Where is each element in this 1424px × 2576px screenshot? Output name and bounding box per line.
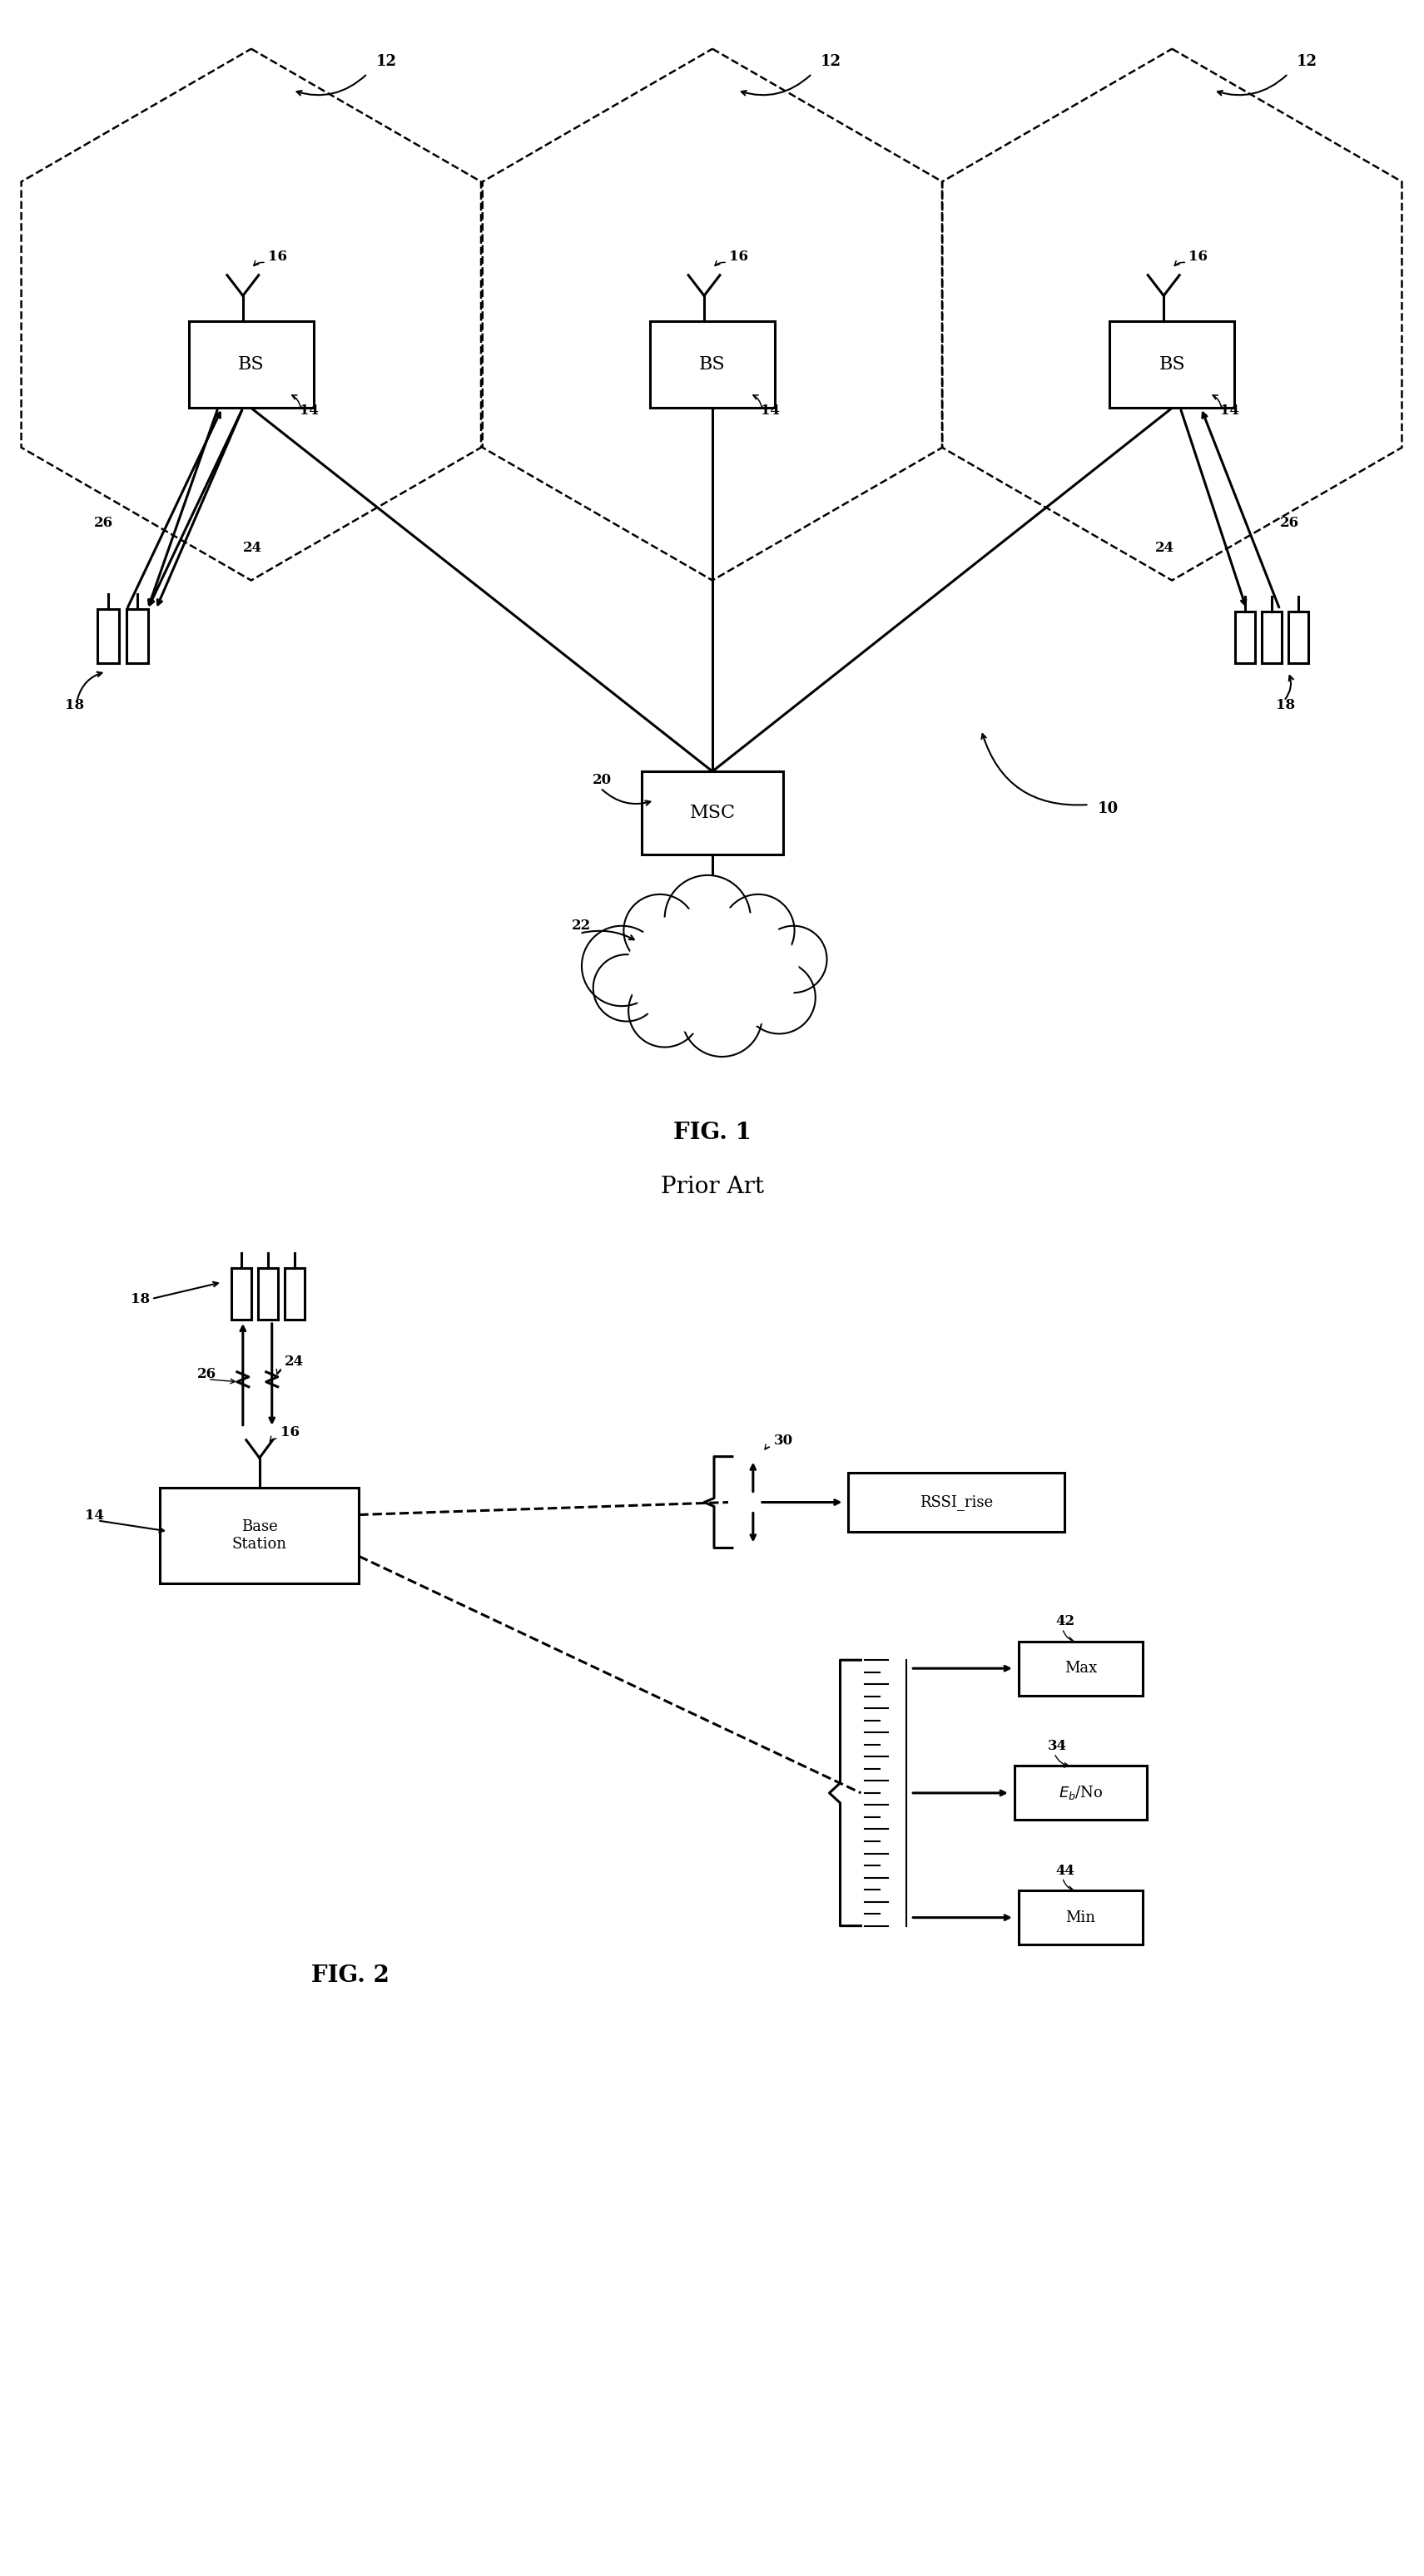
- Text: 42: 42: [1055, 1615, 1075, 1628]
- Text: 12: 12: [376, 54, 396, 70]
- Text: 10: 10: [1098, 801, 1118, 817]
- Bar: [1235, 613, 1255, 665]
- Bar: [1109, 322, 1235, 407]
- Text: 14: 14: [85, 1507, 104, 1522]
- Text: FIG. 1: FIG. 1: [674, 1121, 752, 1144]
- Bar: [189, 322, 313, 407]
- Bar: [285, 1267, 305, 1319]
- Bar: [97, 611, 118, 665]
- Text: 16: 16: [268, 250, 286, 263]
- Circle shape: [624, 894, 696, 966]
- Bar: [159, 1489, 359, 1584]
- Text: Max: Max: [1064, 1662, 1096, 1677]
- Text: 14: 14: [760, 404, 780, 417]
- Text: MSC: MSC: [689, 804, 735, 822]
- Text: 26: 26: [1280, 515, 1299, 531]
- Circle shape: [760, 925, 827, 992]
- Text: BS: BS: [238, 355, 265, 374]
- Text: 24: 24: [285, 1355, 303, 1368]
- Text: 16: 16: [1189, 250, 1208, 263]
- Text: RSSI_rise: RSSI_rise: [920, 1494, 993, 1510]
- Text: Base
Station: Base Station: [232, 1520, 288, 1551]
- Bar: [231, 1267, 251, 1319]
- Bar: [127, 611, 148, 665]
- Circle shape: [682, 976, 762, 1056]
- Text: 16: 16: [729, 250, 748, 263]
- Ellipse shape: [627, 907, 799, 1033]
- Text: BS: BS: [699, 355, 726, 374]
- Bar: [1018, 1641, 1143, 1695]
- Text: 22: 22: [571, 920, 591, 933]
- Text: 34: 34: [1048, 1739, 1067, 1754]
- Text: BS: BS: [1159, 355, 1185, 374]
- Circle shape: [628, 974, 701, 1046]
- Text: 14: 14: [1220, 404, 1239, 417]
- Bar: [1014, 1767, 1148, 1821]
- Text: Prior Art: Prior Art: [661, 1175, 765, 1198]
- Bar: [1018, 1891, 1143, 1945]
- Text: 26: 26: [198, 1368, 216, 1381]
- Bar: [651, 322, 775, 407]
- Text: 18: 18: [64, 698, 84, 714]
- Circle shape: [743, 961, 816, 1033]
- Circle shape: [594, 956, 659, 1020]
- Text: 24: 24: [1155, 541, 1175, 554]
- Bar: [258, 1267, 278, 1319]
- Bar: [642, 770, 783, 855]
- Bar: [849, 1473, 1064, 1533]
- Text: 12: 12: [820, 54, 842, 70]
- Circle shape: [665, 876, 750, 961]
- Bar: [1289, 613, 1309, 665]
- Text: 30: 30: [773, 1432, 793, 1448]
- Text: 26: 26: [94, 515, 112, 531]
- Text: 18: 18: [1276, 698, 1294, 714]
- Text: 16: 16: [281, 1425, 299, 1440]
- Text: $E_b$/No: $E_b$/No: [1058, 1785, 1104, 1801]
- Text: 14: 14: [299, 404, 319, 417]
- Text: 18: 18: [131, 1293, 150, 1306]
- Text: 44: 44: [1055, 1862, 1075, 1878]
- Bar: [1262, 613, 1282, 665]
- Circle shape: [722, 894, 795, 966]
- Text: FIG. 2: FIG. 2: [312, 1965, 390, 1986]
- Text: Min: Min: [1065, 1909, 1095, 1924]
- Text: 24: 24: [244, 541, 262, 554]
- Text: 12: 12: [1296, 54, 1317, 70]
- Text: 20: 20: [592, 773, 611, 788]
- Circle shape: [582, 925, 662, 1007]
